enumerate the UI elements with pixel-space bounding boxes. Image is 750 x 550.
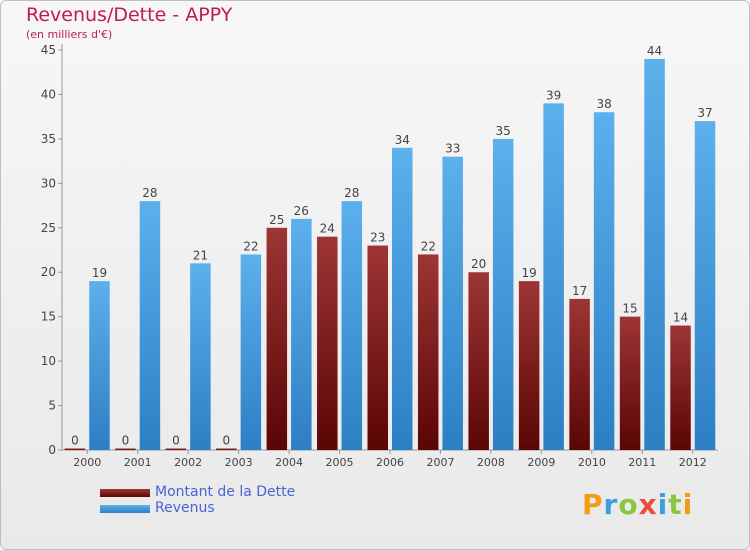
data-label-revenus: 28	[142, 186, 157, 200]
y-tick-label: 45	[41, 43, 56, 57]
y-tick-label: 40	[41, 87, 56, 101]
bar-dette	[468, 272, 489, 450]
x-tick-label: 2006	[376, 456, 404, 469]
bar-dette	[619, 316, 641, 450]
bar-dette	[367, 245, 388, 450]
bar-dette	[64, 448, 86, 450]
legend-label-revenus: Revenus	[155, 500, 215, 516]
x-tick-label: 2002	[174, 456, 202, 469]
legend-swatch-dette	[100, 489, 150, 497]
data-label-revenus: 28	[344, 186, 359, 200]
y-tick-label: 15	[41, 310, 56, 324]
bar-revenus	[190, 263, 211, 450]
data-label-dette: 0	[223, 434, 231, 448]
data-label-revenus: 33	[445, 142, 460, 156]
x-tick-label: 2010	[578, 456, 606, 469]
data-label-dette: 24	[320, 222, 335, 236]
legend-label-dette: Montant de la Dette	[155, 484, 296, 500]
x-tick-label: 2012	[679, 456, 707, 469]
bar-dette	[317, 236, 338, 450]
y-tick-label: 20	[41, 265, 56, 279]
y-tick-label: 35	[41, 132, 56, 146]
bar-dette	[165, 448, 187, 450]
chart-title: Revenus/Dette - APPY	[26, 4, 233, 26]
bar-dette	[569, 298, 590, 450]
bar-dette	[216, 448, 237, 450]
chart-subtitle: (en milliers d'€)	[26, 28, 113, 41]
data-label-revenus: 35	[496, 124, 511, 138]
data-label-revenus: 37	[697, 106, 712, 120]
proxiti-logo: Proxiti	[582, 488, 694, 521]
data-label-dette: 19	[521, 266, 536, 280]
x-tick-label: 2011	[628, 456, 656, 469]
bar-revenus	[139, 201, 161, 450]
bar-revenus	[89, 281, 110, 450]
data-label-revenus: 38	[596, 97, 611, 111]
bar-revenus	[240, 254, 262, 450]
data-label-dette: 14	[673, 311, 688, 325]
data-label-revenus: 22	[243, 239, 258, 253]
data-label-revenus: 34	[395, 133, 410, 147]
data-label-revenus: 21	[193, 248, 208, 262]
x-tick-label: 2001	[124, 456, 152, 469]
y-tick-label: 0	[48, 443, 56, 457]
y-tick-label: 25	[41, 221, 56, 235]
x-tick-label: 2009	[527, 456, 555, 469]
data-label-revenus: 26	[294, 204, 309, 218]
data-label-dette: 0	[71, 434, 79, 448]
bar-revenus	[492, 138, 514, 450]
bar-dette	[417, 254, 439, 450]
bar-revenus	[341, 201, 363, 450]
y-tick-label: 10	[41, 354, 56, 368]
x-tick-label: 2005	[326, 456, 354, 469]
x-tick-label: 2008	[477, 456, 505, 469]
data-label-dette: 20	[471, 257, 486, 271]
bar-revenus	[543, 103, 564, 450]
data-label-dette: 23	[370, 231, 385, 245]
x-tick-label: 2004	[275, 456, 303, 469]
legend-swatch-revenus	[100, 505, 150, 513]
bar-revenus	[593, 112, 615, 450]
data-label-dette: 25	[269, 213, 284, 227]
x-tick-label: 2007	[426, 456, 454, 469]
bar-revenus	[392, 147, 413, 450]
data-label-dette: 17	[572, 284, 587, 298]
data-label-revenus: 39	[546, 88, 561, 102]
bar-revenus	[442, 156, 463, 450]
y-tick-label: 5	[48, 399, 56, 413]
bar-dette	[266, 227, 288, 450]
data-label-revenus: 19	[92, 266, 107, 280]
data-label-dette: 22	[421, 239, 436, 253]
bar-revenus	[291, 218, 312, 450]
bar-revenus	[644, 58, 665, 451]
data-label-dette: 15	[622, 302, 637, 316]
x-tick-label: 2003	[225, 456, 253, 469]
bar-dette	[115, 448, 136, 450]
x-tick-label: 2000	[73, 456, 101, 469]
data-label-revenus: 44	[647, 44, 662, 58]
bar-dette	[670, 325, 691, 450]
bar-dette	[518, 281, 540, 450]
data-label-dette: 0	[122, 434, 130, 448]
y-tick-label: 30	[41, 176, 56, 190]
data-label-dette: 0	[172, 434, 180, 448]
bar-revenus	[694, 121, 716, 450]
